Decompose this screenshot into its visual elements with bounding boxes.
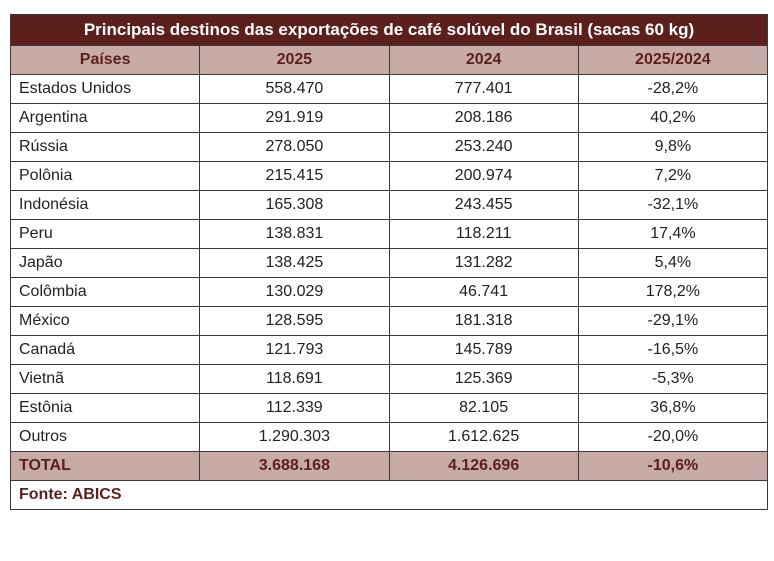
cell-value: 7,2% [577, 161, 769, 191]
cell-value: 777.401 [388, 74, 579, 104]
cell-value: 200.974 [388, 161, 579, 191]
cell-value: -16,5% [577, 335, 769, 365]
cell-country: Polônia [9, 161, 201, 191]
table-row: Japão 138.425 131.282 5,4% [9, 248, 769, 278]
total-label: TOTAL [9, 451, 201, 481]
cell-value: 128.595 [199, 306, 390, 336]
table-row: Colômbia 130.029 46.741 178,2% [9, 277, 769, 307]
cell-value: 278.050 [199, 132, 390, 162]
total-value: 4.126.696 [388, 451, 579, 481]
cell-country: Estados Unidos [9, 74, 201, 104]
table-container: Principais destinos das exportações de c… [9, 14, 769, 510]
source-row: Fonte: ABICS [10, 480, 768, 510]
table-row: Estados Unidos 558.470 777.401 -28,2% [9, 74, 769, 104]
total-row: TOTAL 3.688.168 4.126.696 -10,6% [9, 451, 769, 481]
data-table: Principais destinos das exportações de c… [9, 14, 769, 510]
cell-value: 46.741 [388, 277, 579, 307]
cell-value: 40,2% [577, 103, 769, 133]
cell-value: 118.691 [199, 364, 390, 394]
cell-value: 165.308 [199, 190, 390, 220]
column-header: 2024 [388, 45, 579, 75]
cell-value: -29,1% [577, 306, 769, 336]
cell-value: 9,8% [577, 132, 769, 162]
cell-value: 5,4% [577, 248, 769, 278]
cell-value: 17,4% [577, 219, 769, 249]
column-header: 2025/2024 [577, 45, 769, 75]
cell-country: Rússia [9, 132, 201, 162]
cell-value: 125.369 [388, 364, 579, 394]
cell-value: 82.105 [388, 393, 579, 423]
cell-value: -28,2% [577, 74, 769, 104]
cell-value: 145.789 [388, 335, 579, 365]
table-row: Outros 1.290.303 1.612.625 -20,0% [9, 422, 769, 452]
cell-value: 208.186 [388, 103, 579, 133]
cell-value: 138.425 [199, 248, 390, 278]
cell-value: 138.831 [199, 219, 390, 249]
cell-country: Outros [9, 422, 201, 452]
cell-value: 558.470 [199, 74, 390, 104]
source-note: Fonte: ABICS [10, 480, 768, 510]
cell-country: Estônia [9, 393, 201, 423]
cell-country: Peru [9, 219, 201, 249]
cell-value: 130.029 [199, 277, 390, 307]
cell-value: 1.290.303 [199, 422, 390, 452]
table-row: Polônia 215.415 200.974 7,2% [9, 161, 769, 191]
cell-value: -32,1% [577, 190, 769, 220]
cell-value: 131.282 [388, 248, 579, 278]
cell-country: Argentina [9, 103, 201, 133]
table-row: Vietnã 118.691 125.369 -5,3% [9, 364, 769, 394]
column-header: 2025 [199, 45, 390, 75]
cell-value: 36,8% [577, 393, 769, 423]
table-row: Indonésia 165.308 243.455 -32,1% [9, 190, 769, 220]
cell-value: 243.455 [388, 190, 579, 220]
table-row: Peru 138.831 118.211 17,4% [9, 219, 769, 249]
title-row: Principais destinos das exportações de c… [10, 14, 768, 46]
cell-value: 1.612.625 [388, 422, 579, 452]
cell-value: 118.211 [388, 219, 579, 249]
table-row: Canadá 121.793 145.789 -16,5% [9, 335, 769, 365]
cell-value: 253.240 [388, 132, 579, 162]
cell-value: -5,3% [577, 364, 769, 394]
cell-country: Canadá [9, 335, 201, 365]
cell-value: 112.339 [199, 393, 390, 423]
cell-value: 291.919 [199, 103, 390, 133]
table-row: Rússia 278.050 253.240 9,8% [9, 132, 769, 162]
table-row: Argentina 291.919 208.186 40,2% [9, 103, 769, 133]
cell-value: 178,2% [577, 277, 769, 307]
table-row: México 128.595 181.318 -29,1% [9, 306, 769, 336]
header-row: Países 2025 2024 2025/2024 [9, 45, 769, 75]
total-value: 3.688.168 [199, 451, 390, 481]
cell-country: México [9, 306, 201, 336]
cell-country: Indonésia [9, 190, 201, 220]
cell-country: Japão [9, 248, 201, 278]
cell-country: Vietnã [9, 364, 201, 394]
cell-value: 215.415 [199, 161, 390, 191]
column-header: Países [9, 45, 201, 75]
table-title: Principais destinos das exportações de c… [10, 14, 768, 46]
cell-value: 181.318 [388, 306, 579, 336]
cell-value: -20,0% [577, 422, 769, 452]
cell-country: Colômbia [9, 277, 201, 307]
table-row: Estônia 112.339 82.105 36,8% [9, 393, 769, 423]
total-value: -10,6% [577, 451, 769, 481]
cell-value: 121.793 [199, 335, 390, 365]
